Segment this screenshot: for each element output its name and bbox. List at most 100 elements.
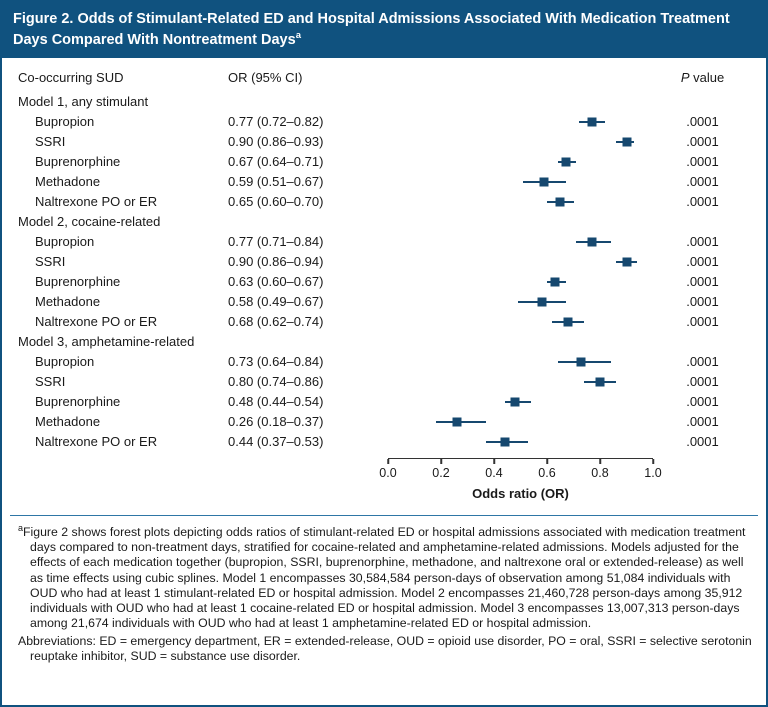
- x-tick-label: 0.2: [432, 465, 450, 480]
- forest-row: SSRI 0.90 (0.86–0.94) .0001: [18, 252, 752, 272]
- row-label: SSRI: [35, 374, 66, 390]
- p-value: .0001: [686, 254, 719, 270]
- or-ci-value: 0.44 (0.37–0.53): [228, 434, 324, 450]
- forest-marker: [563, 317, 573, 327]
- figure-title-superscript: a: [295, 30, 301, 41]
- x-tick: 0.6: [538, 458, 556, 480]
- or-ci-value: 0.26 (0.18–0.37): [228, 414, 324, 430]
- row-label: Methadone: [35, 174, 101, 190]
- footnote-separator: [10, 514, 758, 516]
- x-axis: 0.0 0.2 0.4 0.6 0.8 1.0: [379, 457, 662, 486]
- forest-marker: [622, 137, 631, 147]
- or-ci-value: 0.77 (0.71–0.84): [228, 234, 324, 250]
- x-tick: 0.4: [485, 458, 503, 480]
- forest-marker: [561, 157, 571, 167]
- x-axis-label-row: Odds ratio (OR): [18, 486, 752, 506]
- row-label: Naltrexone PO or ER: [35, 434, 158, 450]
- abbreviations: Abbreviations: ED = emergency department…: [18, 633, 752, 663]
- forest-marker: [550, 277, 560, 287]
- or-ci-value: 0.67 (0.64–0.71): [228, 154, 324, 170]
- forest-row: Naltrexone PO or ER 0.65 (0.60–0.70) .0001: [18, 192, 752, 212]
- forest-marker: [537, 297, 547, 307]
- forest-plot-cell: [388, 352, 653, 372]
- p-value: .0001: [686, 294, 719, 310]
- forest-plot-cell: [388, 312, 653, 332]
- x-tick: 1.0: [644, 458, 662, 480]
- forest-row: Bupropion 0.73 (0.64–0.84) .0001: [18, 352, 752, 372]
- forest-plot-cell: [388, 232, 653, 252]
- or-ci-value: 0.77 (0.72–0.82): [228, 114, 324, 130]
- forest-plot-cell: [388, 172, 653, 192]
- column-header-cooccurring-sud: Co-occurring SUD: [18, 69, 124, 85]
- group-label-row: Model 1, any stimulant: [18, 92, 752, 112]
- p-value: .0001: [686, 134, 719, 150]
- p-value: .0001: [686, 194, 719, 210]
- row-label: Methadone: [35, 414, 101, 430]
- forest-marker: [539, 177, 549, 187]
- forest-row: SSRI 0.80 (0.74–0.86) .0001: [18, 372, 752, 392]
- forest-row: Naltrexone PO or ER 0.68 (0.62–0.74) .0001: [18, 312, 752, 332]
- or-ci-value: 0.80 (0.74–0.86): [228, 374, 324, 390]
- group-label: Model 1, any stimulant: [18, 94, 149, 110]
- p-value: .0001: [686, 414, 719, 430]
- forest-plot-cell: [388, 272, 653, 292]
- forest-table: Co-occurring SUD OR (95% CI) P value Mod…: [18, 66, 752, 506]
- figure-header-bar: Figure 2. Odds of Stimulant-Related ED a…: [2, 2, 766, 58]
- column-header-p-value: P value: [653, 70, 752, 85]
- forest-marker: [622, 257, 631, 267]
- forest-row: Buprenorphine 0.63 (0.60–0.67) .0001: [18, 272, 752, 292]
- p-value: .0001: [686, 374, 719, 390]
- forest-row: Methadone 0.59 (0.51–0.67) .0001: [18, 172, 752, 192]
- forest-row: Buprenorphine 0.67 (0.64–0.71) .0001: [18, 152, 752, 172]
- forest-plot-cell: [388, 292, 653, 312]
- x-axis-label: Odds ratio (OR): [472, 485, 569, 501]
- forest-plot-cell: [388, 132, 653, 152]
- x-axis-row: 0.0 0.2 0.4 0.6 0.8 1.0: [18, 457, 752, 486]
- figure-title: Figure 2. Odds of Stimulant-Related ED a…: [13, 11, 730, 48]
- forest-row: SSRI 0.90 (0.86–0.93) .0001: [18, 132, 752, 152]
- figure-body: Co-occurring SUD OR (95% CI) P value Mod…: [2, 58, 766, 705]
- row-label: Buprenorphine: [35, 274, 121, 290]
- x-tick: 0.8: [591, 458, 609, 480]
- p-value: .0001: [686, 174, 719, 190]
- forest-plot-cell: [388, 192, 653, 212]
- or-ci-value: 0.63 (0.60–0.67): [228, 274, 324, 290]
- column-header-plot-spacer: [388, 70, 653, 92]
- or-ci-value: 0.65 (0.60–0.70): [228, 194, 324, 210]
- or-ci-value: 0.90 (0.86–0.93): [228, 134, 324, 150]
- forest-plot-cell: [388, 432, 653, 452]
- p-value: .0001: [686, 394, 719, 410]
- forest-marker: [576, 357, 586, 367]
- x-tick-label: 0.0: [379, 465, 397, 480]
- forest-marker: [555, 197, 565, 207]
- p-value: .0001: [686, 274, 719, 290]
- forest-rows: Model 1, any stimulant Bupropion 0.77 (0.7…: [18, 92, 752, 452]
- x-tick-label: 0.4: [485, 465, 503, 480]
- x-tick: 0.0: [379, 458, 397, 480]
- or-ci-value: 0.68 (0.62–0.74): [228, 314, 324, 330]
- forest-row: Bupropion 0.77 (0.72–0.82) .0001: [18, 112, 752, 132]
- or-ci-value: 0.58 (0.49–0.67): [228, 294, 324, 310]
- row-label: Buprenorphine: [35, 154, 121, 170]
- forest-marker: [452, 417, 462, 427]
- p-value: .0001: [686, 434, 719, 450]
- x-tick-label: 1.0: [644, 465, 662, 480]
- row-label: Naltrexone PO or ER: [35, 314, 158, 330]
- row-label: Methadone: [35, 294, 101, 310]
- forest-marker: [500, 437, 510, 447]
- forest-row: Naltrexone PO or ER 0.44 (0.37–0.53) .0001: [18, 432, 752, 452]
- forest-row: Bupropion 0.77 (0.71–0.84) .0001: [18, 232, 752, 252]
- row-label: Naltrexone PO or ER: [35, 194, 158, 210]
- x-tick: 0.2: [432, 458, 450, 480]
- forest-plot-cell: [388, 112, 653, 132]
- or-ci-value: 0.59 (0.51–0.67): [228, 174, 324, 190]
- group-label-row: Model 2, cocaine-related: [18, 212, 752, 232]
- row-label: Bupropion: [35, 234, 95, 250]
- forest-plot-cell: [388, 412, 653, 432]
- p-value: .0001: [686, 354, 719, 370]
- or-ci-value: 0.73 (0.64–0.84): [228, 354, 324, 370]
- forest-marker: [595, 377, 605, 387]
- or-ci-value: 0.48 (0.44–0.54): [228, 394, 324, 410]
- p-value-italic-p: P: [680, 69, 690, 85]
